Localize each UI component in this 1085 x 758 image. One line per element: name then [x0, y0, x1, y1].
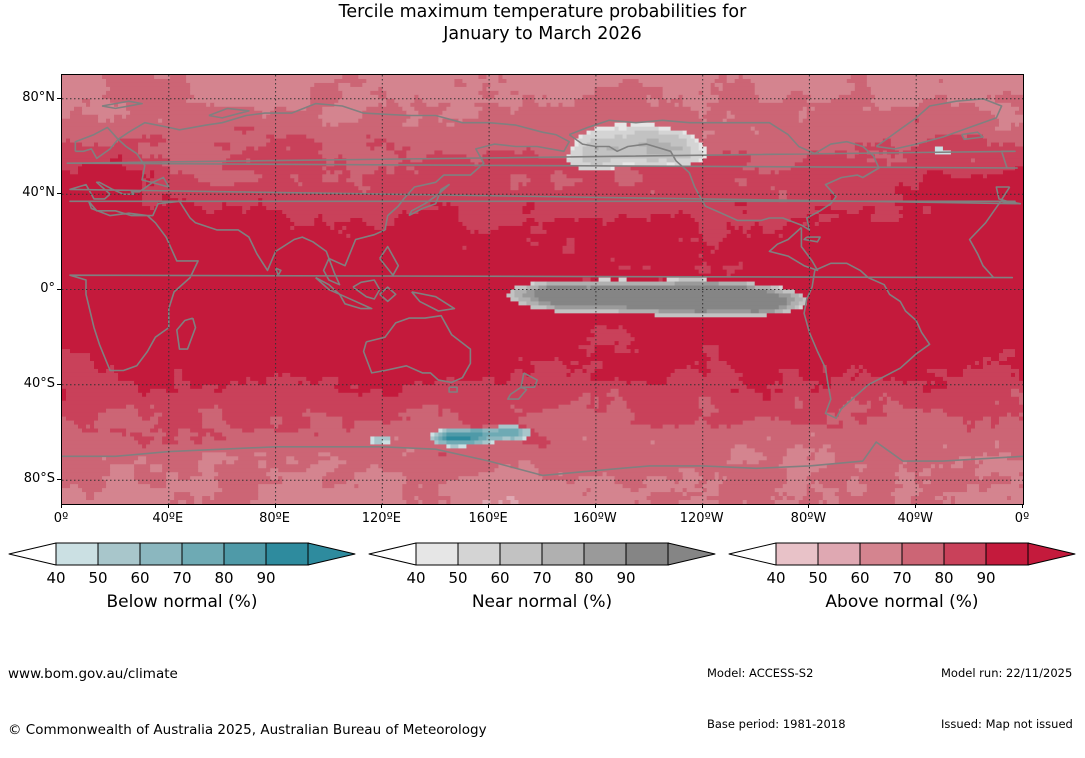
y-tick-label-4: 80°S — [23, 471, 55, 487]
footer-issued: Issued: Map not issued — [941, 717, 1073, 731]
x-tick-label-0: 0º — [53, 511, 69, 526]
coastlines — [62, 98, 1023, 477]
probability-raster — [62, 75, 1023, 504]
colorbar-near-normal: 40 50 60 70 80 90 Near normal (%) — [368, 542, 716, 612]
x-tick-label-7: 80ºW — [790, 511, 827, 526]
x-tick-label-2: 80ºE — [259, 511, 290, 526]
x-tick-mark-1 — [167, 504, 169, 508]
y-tick-mark-0 — [57, 97, 61, 99]
colorbar-tick-below-normal-0: 40 — [46, 569, 66, 587]
map-canvas — [62, 75, 1023, 504]
y-tick-mark-2 — [57, 288, 61, 290]
colorbar-label-above-normal: Above normal (%) — [825, 592, 979, 612]
colorbar-label-below-normal: Below normal (%) — [106, 592, 258, 612]
colorbar-tick-near-normal-0: 40 — [406, 569, 426, 587]
x-tick-label-4: 160ºE — [468, 511, 508, 526]
y-tick-mark-4 — [57, 479, 61, 481]
x-tick-mark-2 — [274, 504, 276, 508]
page-title: Tercile maximum temperature probabilitie… — [0, 0, 1085, 45]
map-gridlines — [62, 75, 1023, 504]
x-tick-mark-6 — [701, 504, 703, 508]
colorbar-tick-below-normal-2: 60 — [130, 569, 150, 587]
colorbar-tick-above-normal-3: 70 — [892, 569, 912, 587]
x-tick-label-8: 40ºW — [897, 511, 933, 526]
x-tick-label-1: 40ºE — [152, 511, 184, 526]
x-tick-mark-0 — [61, 504, 62, 508]
x-tick-mark-9 — [1022, 504, 1023, 508]
footer-website[interactable]: www.bom.gov.au/climate — [8, 666, 178, 682]
colorbar-above-normal: 40 50 60 70 80 90 Above normal (%) — [728, 542, 1076, 612]
x-tick-label-3: 120ºE — [361, 511, 401, 526]
x-tick-label-9: 0º — [1014, 511, 1030, 526]
colorbar-tick-near-normal-2: 60 — [490, 569, 510, 587]
colorbar-tick-above-normal-2: 60 — [850, 569, 870, 587]
colorbar-tick-below-normal-4: 80 — [214, 569, 234, 587]
colorbar-tick-near-normal-4: 80 — [574, 569, 594, 587]
x-tick-label-6: 120ºW — [679, 511, 724, 526]
x-tick-mark-4 — [488, 504, 490, 508]
footer-base-period: Base period: 1981-2018 — [707, 717, 846, 731]
colorbar-tick-below-normal-1: 50 — [88, 569, 108, 587]
footer-model-info: Model: ACCESS-S2 Base period: 1981-2018 — [707, 631, 846, 750]
footer-model-run: Model run: 22/11/2025 — [941, 666, 1073, 680]
footer-model: Model: ACCESS-S2 — [707, 666, 814, 680]
x-tick-mark-3 — [381, 504, 383, 508]
y-tick-mark-3 — [57, 383, 61, 385]
y-tick-label-3: 40°S — [23, 375, 55, 391]
y-tick-label-1: 40°N — [22, 185, 55, 201]
colorbar-tick-above-normal-0: 40 — [766, 569, 786, 587]
x-tick-mark-5 — [594, 504, 596, 508]
colorbar-tick-above-normal-5: 90 — [976, 569, 996, 587]
footer-attribution: www.bom.gov.au/climate © Commonwealth of… — [8, 628, 487, 758]
forecast-map[interactable] — [61, 74, 1024, 505]
footer-copyright: © Commonwealth of Australia 2025, Austra… — [8, 721, 487, 738]
title-line-1: Tercile maximum temperature probabilitie… — [338, 2, 747, 22]
colorbar-tick-near-normal-5: 90 — [616, 569, 636, 587]
y-tick-label-2: 0° — [40, 280, 55, 296]
colorbar-tick-below-normal-3: 70 — [172, 569, 192, 587]
colorbar-label-near-normal: Near normal (%) — [471, 592, 613, 612]
colorbar-tick-above-normal-1: 50 — [808, 569, 828, 587]
x-tick-mark-7 — [808, 504, 810, 508]
y-tick-label-0: 80°N — [22, 89, 55, 105]
x-tick-label-5: 160ºW — [572, 511, 617, 526]
y-tick-mark-1 — [57, 193, 61, 195]
colorbar-below-normal: 40 50 60 70 80 90 Below normal (%) — [8, 542, 356, 612]
colorbar-tick-near-normal-3: 70 — [532, 569, 552, 587]
colorbar-tick-below-normal-5: 90 — [256, 569, 276, 587]
title-line-2: January to March 2026 — [443, 24, 642, 44]
colorbar-tick-above-normal-4: 80 — [934, 569, 954, 587]
x-tick-mark-8 — [915, 504, 917, 508]
footer-run-info: Model run: 22/11/2025 Issued: Map not is… — [941, 631, 1073, 750]
colorbar-tick-near-normal-1: 50 — [448, 569, 468, 587]
